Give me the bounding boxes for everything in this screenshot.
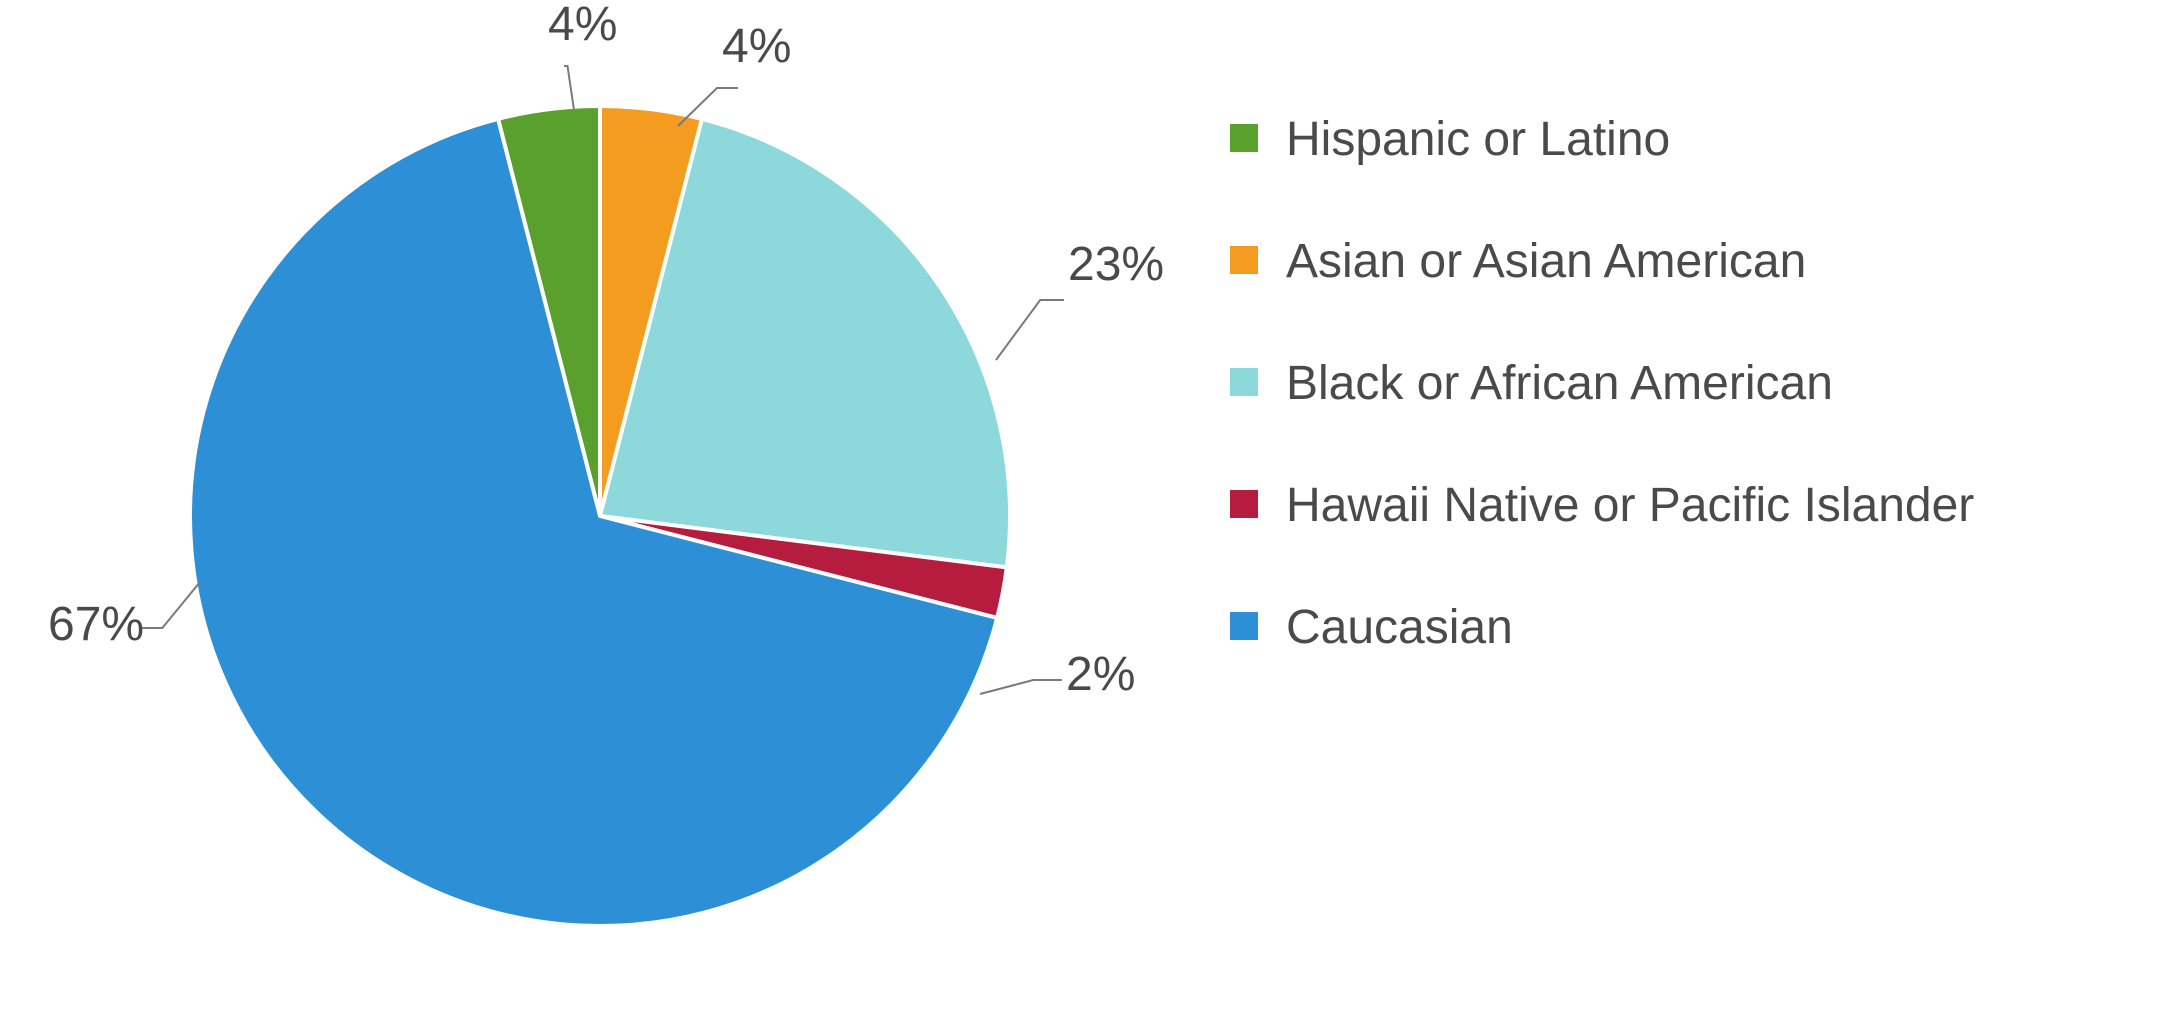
slice-pct-label: 23%: [1068, 238, 1164, 291]
legend-label: Asian or Asian American: [1286, 232, 1806, 292]
legend-swatch: [1230, 612, 1258, 640]
legend-item: Hawaii Native or Pacific Islander: [1230, 476, 2110, 536]
legend-item: Caucasian: [1230, 598, 2110, 658]
pie-chart-container: 4% 4% 23% 2% 67% Hispanic or Latino Asian or …: [0, 0, 2162, 1032]
leader-line: [980, 680, 1062, 694]
slice-pct-label: 67%: [48, 598, 144, 651]
legend-label: Caucasian: [1286, 598, 1513, 658]
legend-swatch: [1230, 368, 1258, 396]
legend-item: Asian or Asian American: [1230, 232, 2110, 292]
legend-swatch: [1230, 490, 1258, 518]
leader-line: [996, 300, 1064, 360]
slice-pct-label: 2%: [1066, 648, 1135, 701]
legend-swatch: [1230, 246, 1258, 274]
slice-pct-label: 4%: [722, 20, 791, 73]
legend-swatch: [1230, 124, 1258, 152]
legend: Hispanic or Latino Asian or Asian America…: [1230, 110, 2110, 720]
legend-label: Black or African American: [1286, 354, 1833, 414]
legend-item: Black or African American: [1230, 354, 2110, 414]
leader-line: [142, 582, 200, 628]
legend-item: Hispanic or Latino: [1230, 110, 2110, 170]
slice-pct-label: 4%: [548, 0, 617, 51]
legend-label: Hispanic or Latino: [1286, 110, 1670, 170]
leader-line: [564, 66, 574, 110]
legend-label: Hawaii Native or Pacific Islander: [1286, 476, 1974, 536]
